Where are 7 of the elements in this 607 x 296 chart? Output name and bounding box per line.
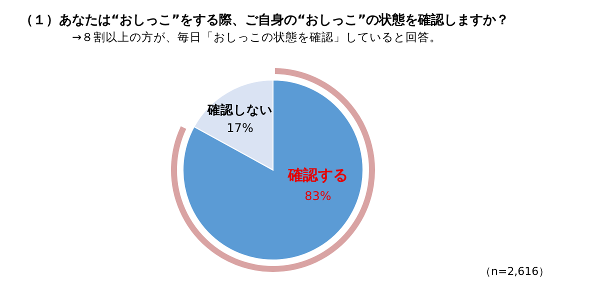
text: （n=2,616） bbox=[480, 265, 550, 278]
slice-label: 確認しない bbox=[206, 102, 273, 118]
chart-title: （１）あなたは“おしっこ”をする際、ご自身の“おしっこ”の状態を確認しますか？ bbox=[20, 12, 510, 28]
data-label: 17% bbox=[226, 121, 254, 136]
slice-label: 確認する bbox=[287, 166, 348, 184]
chart-subtitle: →８割以上の方が、毎日「おしっこの状態を確認」していると回答。 bbox=[72, 30, 442, 44]
data-label: 83% bbox=[304, 189, 332, 203]
